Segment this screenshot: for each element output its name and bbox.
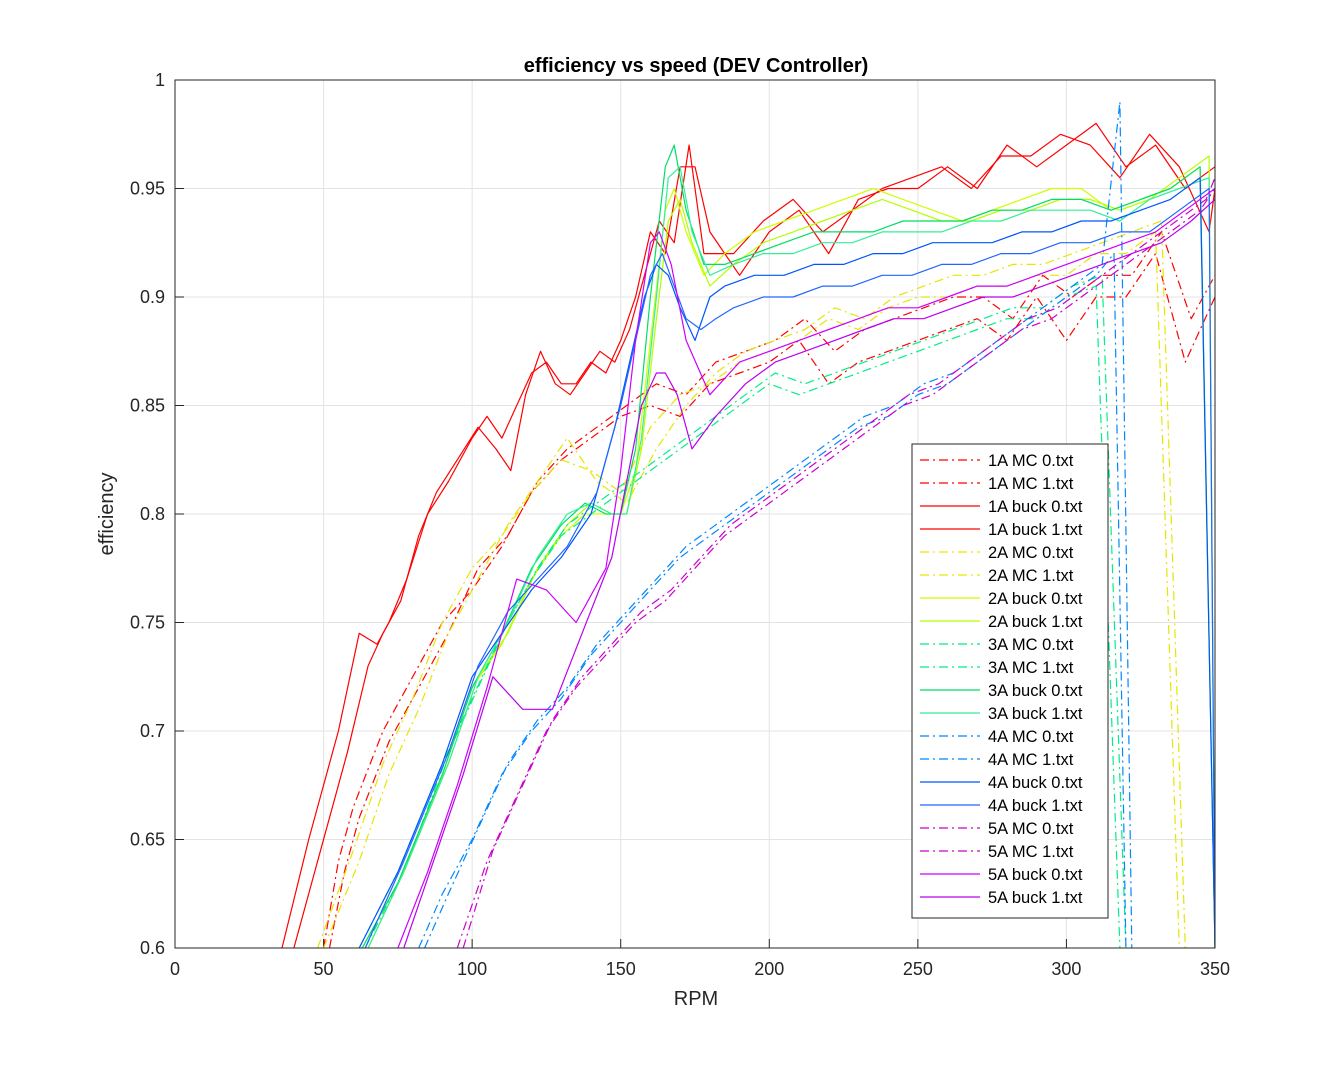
legend-entry: 5A MC 0.txt [988, 820, 1074, 838]
legend-entry: 1A buck 0.txt [988, 498, 1083, 516]
legend-entry: 5A MC 1.txt [988, 843, 1074, 861]
series-line-4a-buck-0-txt [358, 177, 1215, 948]
series-line-4a-mc-1-txt [424, 101, 1133, 948]
legend-entry: 1A MC 0.txt [988, 452, 1074, 470]
y-tick-label: 0.7 [140, 721, 165, 741]
series-line-3a-mc-1-txt [364, 274, 1127, 948]
legend-entry: 4A MC 0.txt [988, 728, 1074, 746]
legend-entry: 5A buck 1.txt [988, 889, 1083, 907]
x-tick-label: 300 [1051, 959, 1081, 979]
x-tick-label: 50 [314, 959, 334, 979]
y-tick-label: 0.95 [130, 179, 165, 199]
legend-entry: 3A buck 1.txt [988, 705, 1083, 723]
axes-box [174, 79, 1216, 949]
x-tick-label: 250 [903, 959, 933, 979]
legend-entry: 2A MC 1.txt [988, 567, 1074, 585]
y-tick-label: 0.75 [130, 613, 165, 633]
legend-entry: 1A MC 1.txt [988, 475, 1074, 493]
series-line-4a-buck-1-txt [364, 187, 1215, 948]
legend-entry: 2A buck 0.txt [988, 590, 1083, 608]
y-tick-label: 0.8 [140, 504, 165, 524]
legend-entry: 2A buck 1.txt [988, 613, 1083, 631]
y-tick-label: 0.85 [130, 396, 165, 416]
x-axis-label: RPM [674, 988, 718, 1010]
legend-entry: 3A MC 1.txt [988, 659, 1074, 677]
y-tick-label: 0.65 [130, 830, 165, 850]
x-tick-label: 350 [1200, 959, 1230, 979]
x-tick-label: 0 [170, 959, 180, 979]
series-line-3a-buck-1-txt [367, 166, 1215, 948]
y-axis-label: efficiency [96, 472, 118, 555]
series-line-2a-mc-1-txt [323, 220, 1186, 948]
series-line-1a-mc-0-txt [323, 253, 1215, 948]
series-lines [281, 101, 1215, 948]
y-tick-label: 0.9 [140, 287, 165, 307]
series-line-4a-mc-0-txt [418, 253, 1127, 948]
x-tick-label: 100 [457, 959, 487, 979]
series-line-3a-buck-0-txt [361, 144, 1215, 948]
legend-entry: 3A buck 0.txt [988, 682, 1083, 700]
x-tick-label: 150 [606, 959, 636, 979]
legend-entry: 3A MC 0.txt [988, 636, 1074, 654]
x-tick-label: 200 [754, 959, 784, 979]
legend-entry: 5A buck 0.txt [988, 866, 1083, 884]
legend-entry: 4A buck 0.txt [988, 774, 1083, 792]
series-line-5a-buck-1-txt [403, 198, 1215, 948]
y-tick-label: 0.6 [140, 938, 165, 958]
legend-entry: 4A MC 1.txt [988, 751, 1074, 769]
series-line-5a-buck-0-txt [397, 188, 1215, 948]
series-line-5a-mc-0-txt [456, 188, 1215, 948]
legend-box [911, 443, 1109, 919]
legend-entry: 2A MC 0.txt [988, 544, 1074, 562]
chart-title: efficiency vs speed (DEV Controller) [524, 55, 869, 77]
series-line-2a-buck-0-txt [361, 166, 1215, 948]
y-tick-label: 1 [155, 70, 165, 90]
series-line-1a-mc-1-txt [328, 231, 1215, 948]
legend: 1A MC 0.txt 1A MC 1.txt 1A buck 0.txt 1A bu… [911, 443, 1109, 919]
legend-entry: 4A buck 1.txt [988, 797, 1083, 815]
series-line-5a-mc-1-txt [462, 177, 1215, 948]
legend-entry: 1A buck 1.txt [988, 521, 1083, 539]
